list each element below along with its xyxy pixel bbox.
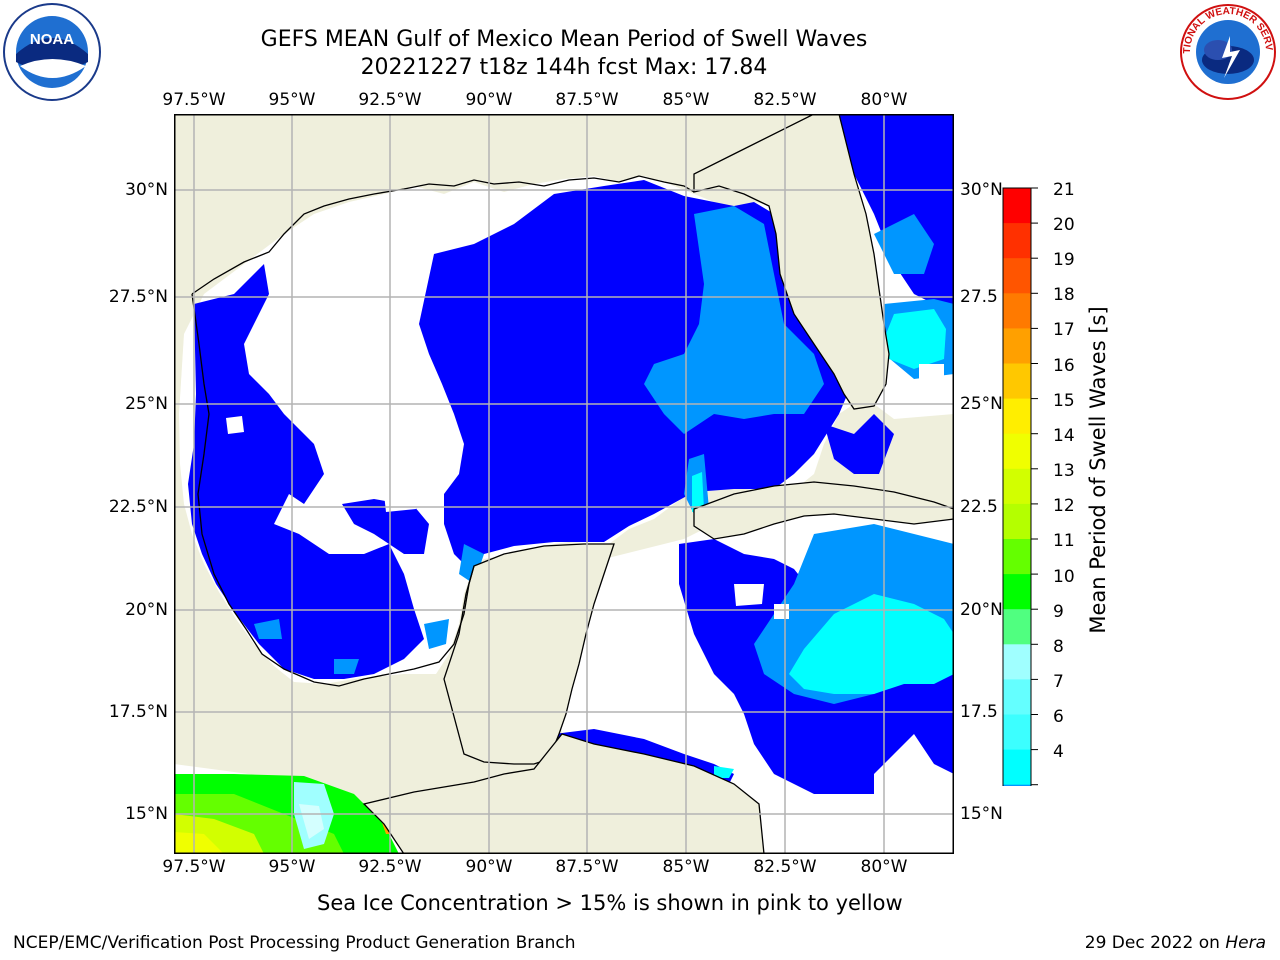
lon-label-top: 92.5°W (358, 90, 422, 110)
colorbar-segment (1003, 223, 1031, 259)
lon-label-top: 87.5°W (555, 90, 619, 110)
colorbar-tick: 15 (1053, 391, 1075, 411)
colorbar-tick: 16 (1053, 356, 1075, 376)
colorbar-segment (1003, 328, 1031, 364)
colorbar-segment (1003, 293, 1031, 329)
lat-label-left: 27.5°N (108, 287, 168, 307)
map-frame (174, 114, 954, 854)
lat-label-left: 25°N (125, 394, 168, 414)
colorbar-segment (1003, 433, 1031, 470)
colorbar-tick: 14 (1053, 426, 1075, 446)
lon-label-bottom: 95°W (268, 857, 316, 877)
lat-label-right: 30°N (960, 180, 1003, 200)
sea-ice-note: Sea Ice Concentration > 15% is shown in … (317, 891, 903, 915)
colorbar-segment (1003, 784, 1031, 786)
colorbar-tick: 11 (1053, 531, 1075, 551)
graticule (174, 114, 954, 854)
lat-label-left: 17.5°N (108, 702, 168, 722)
swell-field-pacific (174, 774, 399, 854)
colorbar-segment (1003, 644, 1031, 680)
colorbar-segment (1003, 363, 1031, 400)
lon-label-bottom: 82.5°W (753, 857, 817, 877)
lat-label-right: 15°N (960, 804, 1003, 824)
lat-label-left: 30°N (125, 180, 168, 200)
mexico-coastline (191, 293, 475, 687)
colorbar-segment (1003, 258, 1031, 294)
lon-label-top: 97.5°W (162, 90, 226, 110)
lon-label-bottom: 80°W (860, 857, 908, 877)
lon-label-top: 82.5°W (753, 90, 817, 110)
svg-text:NOAA: NOAA (30, 31, 74, 48)
colorbar-tick: 8 (1053, 637, 1064, 657)
colorbar-segment (1003, 539, 1031, 575)
colorbar-segment (1003, 188, 1031, 224)
noaa-logo: NOAA (3, 3, 101, 101)
colorbar-tick: 21 (1053, 180, 1075, 200)
lon-label-bottom: 87.5°W (555, 857, 619, 877)
date-text: 29 Dec 2022 on (1084, 933, 1226, 953)
lon-label-top: 85°W (662, 90, 710, 110)
lon-label-bottom: 90°W (465, 857, 513, 877)
machine-name: Hera (1225, 933, 1266, 953)
colorbar-tick: 13 (1053, 461, 1075, 481)
map-panel (174, 114, 954, 854)
lon-label-bottom: 92.5°W (358, 857, 422, 877)
credit-text: NCEP/EMC/Verification Post Processing Pr… (13, 933, 576, 953)
lat-label-right: 25°N (960, 394, 1003, 414)
chart-title: GEFS MEAN Gulf of Mexico Mean Period of … (260, 27, 868, 52)
colorbar-segment (1003, 714, 1031, 751)
colorbar-segment (1003, 749, 1031, 786)
colorbar-segment (1003, 398, 1031, 435)
lon-label-top: 95°W (268, 90, 316, 110)
lat-label-left: 22.5°N (108, 497, 168, 517)
colorbar-tick: 10 (1053, 567, 1075, 587)
colorbar-tick: 19 (1053, 250, 1075, 270)
lon-label-bottom: 97.5°W (162, 857, 226, 877)
colorbar-tick: 7 (1053, 672, 1064, 692)
nws-logo: NATIONAL WEATHER SERVICE (1178, 2, 1276, 100)
us-coastline (191, 175, 695, 295)
lat-label-right: 20°N (960, 600, 1003, 620)
lon-label-top: 90°W (465, 90, 513, 110)
lat-label-left: 20°N (125, 600, 168, 620)
colorbar-tick: 9 (1053, 602, 1064, 622)
colorbar-segment (1003, 468, 1031, 505)
lat-label-left: 15°N (125, 804, 168, 824)
colorbar-segment (1003, 503, 1031, 540)
lat-label-right: 17.5 (960, 702, 998, 722)
coastlines (362, 114, 954, 854)
lon-label-bottom: 85°W (662, 857, 710, 877)
colorbar-tick: 17 (1053, 320, 1075, 340)
colorbar-tick: 4 (1053, 742, 1064, 762)
colorbar-tick: 20 (1053, 215, 1075, 235)
lat-label-right: 27.5 (960, 287, 998, 307)
date-stamp: 29 Dec 2022 on Hera (1085, 933, 1266, 953)
chart-subtitle: 20221227 t18z 144h fcst Max: 17.84 (360, 55, 768, 80)
no-data-holes (226, 364, 944, 619)
colorbar-segment (1003, 609, 1031, 645)
colorbar-segment (1003, 574, 1031, 610)
colorbar-tick: 12 (1053, 496, 1075, 516)
colorbar-tick: 6 (1053, 707, 1064, 727)
lon-label-top: 80°W (860, 90, 908, 110)
swell-field-high (604, 309, 954, 778)
colorbar-segment (1003, 679, 1031, 715)
colorbar (1002, 187, 1038, 786)
lat-label-right: 22.5 (960, 497, 998, 517)
colorbar-label: Mean Period of Swell Waves [s] (1086, 306, 1110, 634)
colorbar-tick: 18 (1053, 285, 1075, 305)
